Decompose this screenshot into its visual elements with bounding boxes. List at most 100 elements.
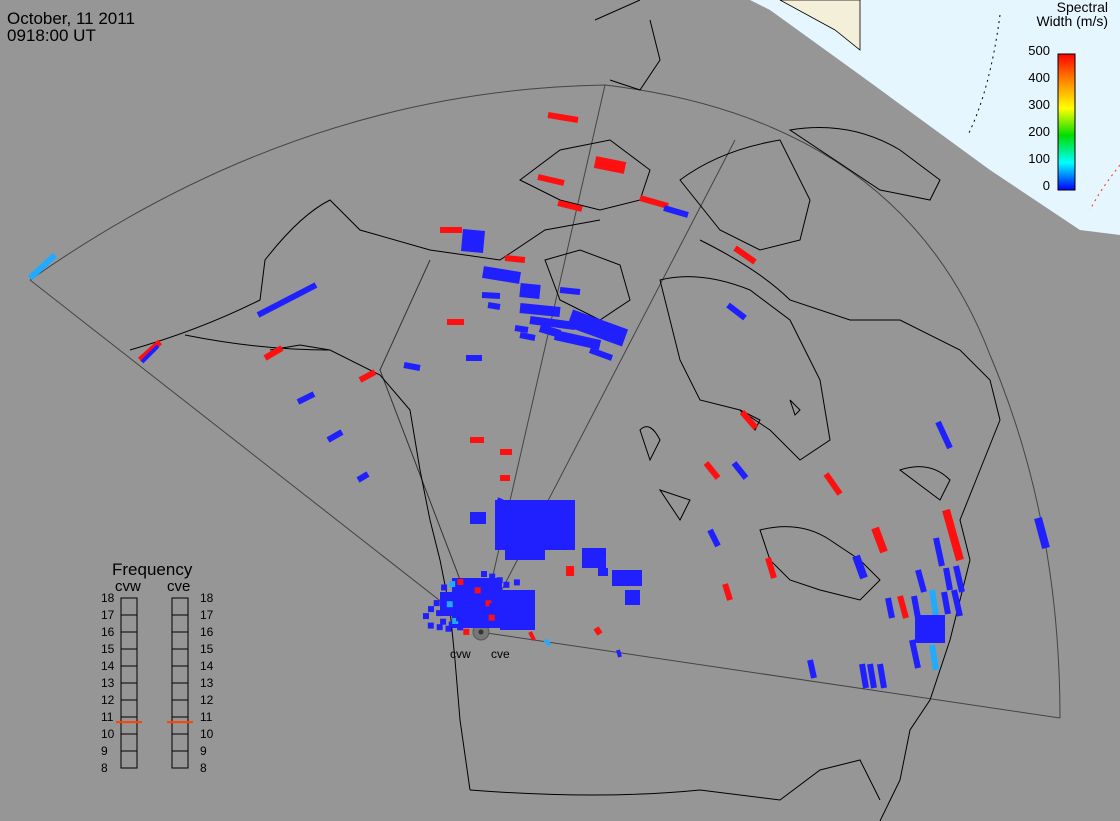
backscatter-patch: [470, 512, 486, 524]
frequency-tick-label-left: 18: [101, 591, 115, 605]
backscatter-cell: [481, 292, 501, 299]
backscatter-cell: [553, 330, 602, 350]
backscatter-cell: [441, 605, 448, 612]
backscatter-cell: [519, 283, 541, 299]
backscatter-cell: [326, 429, 344, 443]
coastlines: [129, 0, 1001, 821]
backscatter-cell: [440, 618, 447, 625]
backscatter-cell: [519, 332, 536, 341]
backscatter-cell: [639, 195, 669, 209]
backscatter-cell: [356, 471, 370, 483]
backscatter-cell: [474, 587, 481, 594]
backscatter-cell: [472, 611, 479, 618]
time-label: 0918:00 UT: [7, 26, 96, 45]
backscatter-cell: [733, 245, 757, 265]
backscatter-cell: [663, 205, 689, 218]
frequency-tick-label-right: 13: [200, 676, 214, 690]
frequency-tick-label-left: 11: [101, 710, 114, 724]
frequency-tick-label-right: 12: [200, 693, 214, 707]
backscatter-cell: [427, 622, 434, 629]
frequency-tick-label-right: 10: [200, 727, 214, 741]
frequency-tick-label-left: 10: [101, 727, 115, 741]
frequency-tick-label-right: 8: [200, 761, 207, 775]
colorbar-tick-label: 0: [1042, 178, 1050, 193]
backscatter-cell: [519, 303, 561, 317]
backscatter-cell: [482, 266, 521, 284]
backscatter-cell: [559, 287, 581, 295]
backscatter-cell: [433, 600, 440, 607]
backscatter-cell: [496, 598, 502, 605]
backscatter-cell: [470, 595, 477, 602]
backscatter-cell: [481, 598, 487, 604]
backscatter-patch: [505, 540, 545, 560]
frequency-tick-label-left: 8: [101, 761, 108, 775]
backscatter-cell: [465, 578, 472, 585]
cvw-frequency-label: cvw: [115, 578, 141, 595]
backscatter-cell: [448, 621, 455, 628]
backscatter-cell: [488, 614, 495, 621]
backscatter-cell: [942, 508, 964, 562]
backscatter-cell: [468, 611, 475, 618]
backscatter-cell: [953, 565, 965, 593]
backscatter-cell: [514, 325, 529, 333]
frequency-tick-label-right: 18: [200, 591, 214, 605]
backscatter-cell: [494, 610, 501, 616]
backscatter-cell: [441, 584, 448, 591]
colorbar-tick-label: 500: [1028, 43, 1050, 58]
frequency-tick-marks: [121, 597, 188, 769]
frequency-tick-label-left: 13: [101, 676, 115, 690]
backscatter-cell: [722, 583, 733, 601]
backscatter-cell: [951, 589, 963, 617]
backscatter-cell: [463, 628, 470, 635]
backscatter-cell: [929, 644, 939, 671]
radar-fov-outline: [29, 84, 1061, 719]
date-label: October, 11 2011: [7, 9, 135, 28]
backscatter-patch: [582, 548, 606, 568]
backscatter-cell: [537, 174, 565, 186]
radar-site-center: [478, 629, 484, 635]
backscatter-cell: [476, 596, 482, 603]
backscatter-cell: [478, 614, 485, 621]
backscatter-cell: [823, 472, 843, 496]
colorbar-tick-label: 400: [1028, 70, 1050, 85]
backscatter-cell: [436, 610, 443, 617]
backscatter-cell: [593, 156, 627, 174]
backscatter-cell: [528, 631, 536, 641]
backscatter-patch: [612, 570, 642, 586]
radar-label-cve: cve: [491, 647, 510, 661]
backscatter-cell: [449, 581, 456, 588]
backscatter-cells: [27, 112, 1050, 689]
backscatter-patch: [566, 566, 574, 576]
frequency-tick-label-right: 16: [200, 625, 214, 639]
backscatter-cell: [543, 638, 552, 647]
backscatter-cell: [263, 345, 284, 361]
colorbar-title-line2: Width (m/s): [1036, 13, 1108, 29]
backscatter-cell: [557, 200, 583, 212]
backscatter-cell: [468, 603, 475, 610]
backscatter-cell: [358, 369, 377, 383]
backscatter-cell: [499, 602, 506, 609]
colorbar-tick-label: 300: [1028, 97, 1050, 112]
backscatter-cell: [256, 282, 318, 318]
backscatter-cell: [446, 601, 453, 608]
frequency-tick-label-left: 15: [101, 642, 115, 656]
backscatter-cell: [463, 604, 470, 610]
backscatter-cell: [423, 613, 429, 620]
backscatter-cell: [547, 112, 579, 123]
backscatter-cell: [468, 586, 474, 593]
backscatter-cell: [1034, 516, 1050, 550]
backscatter-cell: [765, 557, 777, 579]
frequency-title: Frequency: [112, 560, 193, 579]
backscatter-patch: [625, 590, 640, 605]
backscatter-cell: [489, 573, 496, 580]
backscatter-cell: [452, 618, 459, 624]
colorbar-title-line1: Spectral: [1056, 0, 1108, 15]
frequency-tick-label-left: 17: [101, 608, 115, 622]
backscatter-cell: [403, 362, 421, 371]
backscatter-cell: [739, 410, 759, 430]
frequency-tick-label-right: 14: [200, 659, 214, 673]
backscatter-cell: [457, 579, 464, 585]
backscatter-cell: [473, 578, 480, 585]
